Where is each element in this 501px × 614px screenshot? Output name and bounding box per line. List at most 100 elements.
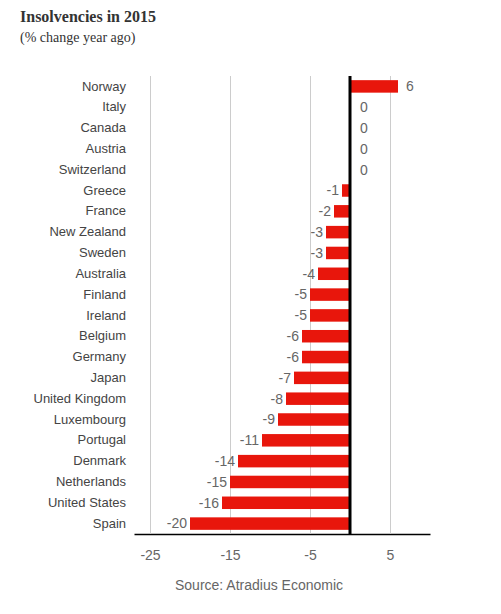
subtitle: (% change year ago) — [20, 30, 136, 46]
grid-line — [390, 76, 391, 534]
tick-label: -5 — [304, 547, 317, 563]
tick: Norway — [82, 79, 127, 94]
bar — [326, 247, 350, 259]
category-label: Austria — [86, 141, 127, 156]
tick: Portugal — [78, 432, 127, 447]
tick: New Zealand — [49, 224, 126, 239]
data-label: -9 — [263, 411, 276, 427]
tick: Luxembourg — [54, 412, 126, 427]
tick: United States — [48, 495, 127, 510]
category-label: New Zealand — [49, 224, 126, 239]
data-label: -3 — [311, 245, 324, 261]
bar — [262, 434, 350, 446]
tick: Austria — [86, 141, 127, 156]
category-label: United Kingdom — [34, 391, 127, 406]
category-label: Canada — [80, 120, 126, 135]
data-label: 0 — [360, 162, 368, 178]
tick: Sweden — [79, 245, 126, 260]
data-label: -3 — [311, 224, 324, 240]
tick-label: 5 — [387, 547, 395, 563]
tick: Denmark — [73, 453, 126, 468]
bar — [278, 413, 350, 425]
data-label: -20 — [167, 515, 187, 531]
data-label: -14 — [215, 453, 235, 469]
category-label: Italy — [102, 99, 126, 114]
tick: Finland — [83, 287, 126, 302]
tick: 5 — [387, 76, 395, 563]
data-label: 0 — [360, 141, 368, 157]
category-label: Denmark — [73, 453, 126, 468]
category-label: France — [86, 203, 126, 218]
data-label: -11 — [240, 432, 259, 448]
bar — [190, 517, 350, 529]
title: Insolvencies in 2015 — [20, 8, 156, 25]
tick: -25 — [140, 76, 160, 563]
data-label: 6 — [406, 78, 414, 94]
data-label: -5 — [295, 307, 308, 323]
category-label: Norway — [82, 79, 127, 94]
data-label: -1 — [327, 182, 340, 198]
bar — [318, 268, 350, 280]
category-label: Japan — [91, 370, 126, 385]
source: Source: Atradius Economic — [175, 577, 343, 593]
chart: Insolvencies in 2015 (% change year ago) -… — [0, 0, 501, 614]
tick-label: -15 — [220, 547, 240, 563]
data-label: -6 — [287, 328, 300, 344]
tick: Greece — [83, 183, 126, 198]
category-label: Netherlands — [56, 474, 127, 489]
x-axis-line — [135, 534, 431, 536]
category-label: Belgium — [79, 328, 126, 343]
tick-label: -25 — [140, 547, 160, 563]
category-label: United States — [48, 495, 127, 510]
bar — [326, 226, 350, 238]
tick: Canada — [80, 120, 126, 135]
data-label: -7 — [279, 370, 292, 386]
tick: Netherlands — [56, 474, 127, 489]
category-label: Spain — [93, 516, 126, 531]
bar — [302, 330, 350, 342]
tick: France — [86, 203, 126, 218]
grid-line — [150, 76, 151, 534]
category-label: Sweden — [79, 245, 126, 260]
tick: Spain — [93, 516, 126, 531]
bar — [310, 309, 350, 321]
category-label: Germany — [73, 349, 127, 364]
data-label: -16 — [199, 495, 219, 511]
tick: -15 — [220, 76, 240, 563]
bar — [294, 372, 350, 384]
tick: Switzerland — [59, 162, 126, 177]
category-label: Australia — [75, 266, 126, 281]
data-label: -8 — [271, 391, 284, 407]
data-label: -4 — [303, 266, 316, 282]
data-label: 0 — [360, 120, 368, 136]
tick: Japan — [91, 370, 126, 385]
category-label: Luxembourg — [54, 412, 126, 427]
data-label: -5 — [295, 286, 308, 302]
tick: Belgium — [79, 328, 126, 343]
bar — [350, 80, 398, 92]
bar — [286, 392, 350, 404]
bar — [302, 351, 350, 363]
tick: United Kingdom — [34, 391, 127, 406]
tick: Italy — [102, 99, 126, 114]
baseline — [349, 76, 352, 534]
data-label: -15 — [207, 474, 227, 490]
bar — [310, 288, 350, 300]
data-label: -2 — [319, 203, 332, 219]
bar — [334, 205, 350, 217]
data-label: 0 — [360, 99, 368, 115]
category-label: Ireland — [86, 308, 126, 323]
tick: Australia — [75, 266, 126, 281]
y-axis: Norway Italy Canada Austria Switzerland Greec… — [34, 79, 127, 531]
category-label: Portugal — [78, 432, 127, 447]
data-label: -6 — [287, 349, 300, 365]
category-label: Switzerland — [59, 162, 126, 177]
tick: Germany — [73, 349, 127, 364]
bar — [238, 455, 350, 467]
data-labels: 6 0 0 0 0 -1 -2 -3 -3 -4 -5 -5 -6 -6 -7 -8 -9-11 -14 -15 -1… — [167, 78, 414, 531]
category-label: Greece — [83, 183, 126, 198]
plot-area — [190, 80, 398, 530]
category-label: Finland — [83, 287, 126, 302]
bar — [222, 497, 350, 509]
bar — [230, 476, 350, 488]
